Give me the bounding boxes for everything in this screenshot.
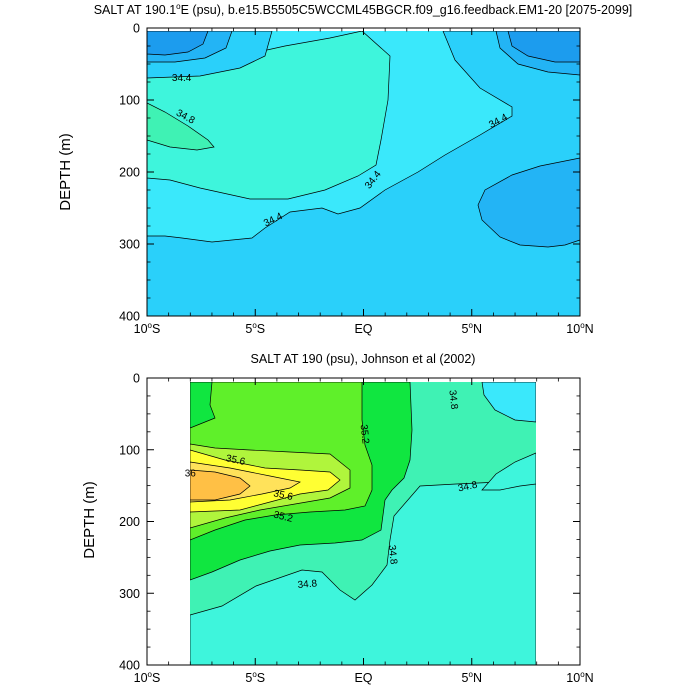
bottom-y-axis-label: DEPTH (m)	[81, 481, 98, 559]
contour-label: 36	[185, 469, 197, 480]
contour-label-text: 34.8	[297, 578, 318, 591]
top-y-tick-label: 0	[133, 22, 140, 36]
contour-label-text: 36	[185, 469, 197, 480]
fill-34.2-34.4-right	[147, 31, 580, 316]
top-x-tick-label: 5oS	[245, 321, 265, 336]
contour-label: 35.2	[272, 510, 294, 525]
bottom-y-tick-label: 0	[133, 372, 140, 386]
contour-label: 35.2	[358, 424, 371, 445]
contour-label: 34.8	[446, 389, 459, 410]
contour-label-text: 35.2	[272, 510, 294, 525]
fill-below-34.0-left	[147, 31, 209, 56]
contour-label-text: 35.6	[272, 488, 294, 503]
contour-label-text: 34.4	[172, 73, 192, 84]
top-y-tick-label: 400	[119, 310, 140, 324]
top-y-axis-label: DEPTH (m)	[57, 133, 74, 211]
contour-label-text: 35.2	[358, 424, 371, 445]
contour-label-text: 34.8	[457, 480, 479, 495]
bottom-y-tick-label: 400	[119, 659, 140, 673]
top-x-axis: 10oS 5oS EQ 5oN 10oN	[134, 28, 594, 336]
top-x-tick-label: 10oS	[134, 321, 161, 336]
bottom-x-tick-label: 10oS	[134, 670, 161, 685]
fill-34.8-35.0	[147, 102, 215, 151]
top-panel: SALT AT 190.1oE (psu), b.e15.B5505C5WCCM…	[57, 2, 632, 336]
top-x-tick-label: 10oN	[566, 321, 593, 336]
contour-label-text: 35.6	[225, 453, 247, 468]
contour-label: 34.8	[297, 578, 318, 591]
contour-label: 34.8	[457, 480, 479, 495]
top-fills	[147, 31, 580, 316]
contour-label: 34.4	[172, 73, 192, 84]
bottom-fills	[190, 382, 536, 665]
bottom-y-tick-label: 300	[119, 587, 140, 601]
bottom-x-tick-label: 5oS	[245, 670, 265, 685]
contour-label-text: 34.8	[386, 544, 399, 565]
fill-deep-right	[477, 157, 580, 248]
bottom-x-tick-label: EQ	[354, 671, 372, 685]
top-contour-labels: 34.434.8 34.434.434.4	[172, 73, 510, 229]
bottom-y-axis: 0 100 200 300 400	[119, 372, 580, 673]
contour-label: 34.8	[386, 544, 399, 565]
top-x-tick-label: 5oN	[462, 321, 482, 336]
bottom-contour-labels: 34.8 35.2 35.6 36 35.6 34.8 35.2 34.8 34.8	[185, 389, 479, 591]
fill-34.6-34.8-upper-right	[481, 452, 536, 491]
bottom-x-tick-label: 5oN	[462, 670, 482, 685]
top-y-tick-label: 300	[119, 238, 140, 252]
fill-below-34.0-right	[507, 31, 580, 63]
contour-label-text: 34.8	[446, 389, 459, 410]
fill-34.4-34.6-corner	[481, 382, 536, 423]
top-y-tick-label: 100	[119, 94, 140, 108]
bottom-y-tick-label: 200	[119, 515, 140, 529]
contour-label: 35.6	[272, 488, 294, 503]
top-x-tick-label: EQ	[354, 322, 372, 336]
bottom-y-tick-label: 100	[119, 443, 140, 457]
bottom-x-axis: 10oS 5oS EQ 5oN 10oN	[134, 378, 594, 685]
bottom-x-tick-label: 10oN	[566, 670, 593, 685]
top-y-axis: 0 100 200 300 400	[119, 22, 580, 324]
bottom-title: SALT AT 190 (psu), Johnson et al (2002)	[251, 352, 476, 366]
top-y-tick-label: 200	[119, 166, 140, 180]
top-title: SALT AT 190.1oE (psu), b.e15.B5505C5WCCM…	[94, 2, 633, 17]
bottom-panel: SALT AT 190 (psu), Johnson et al (2002) …	[81, 352, 594, 685]
fill-above-36.0	[190, 469, 251, 501]
contour-label: 35.6	[225, 453, 247, 468]
